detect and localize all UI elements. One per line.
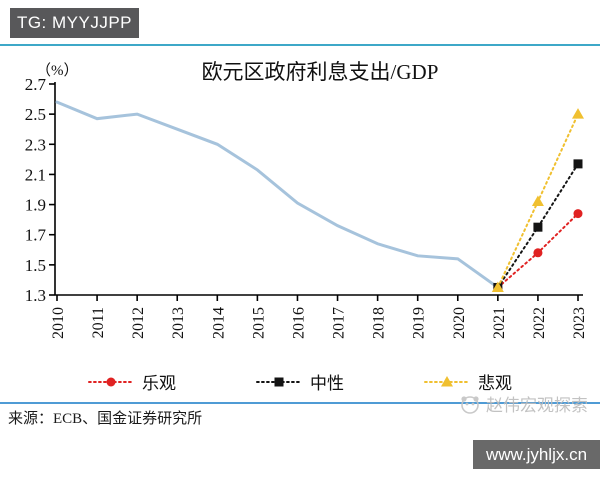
legend-label-neutral: 中性 bbox=[310, 374, 344, 393]
legend-marker-optimistic-icon bbox=[88, 375, 134, 389]
chart-legend: 乐观 中性 悲观 bbox=[0, 369, 600, 394]
tg-badge-label: TG: MYYJJPP bbox=[16, 13, 133, 32]
site-url-badge[interactable]: www.jyhljx.cn bbox=[473, 440, 600, 469]
svg-text:2020: 2020 bbox=[451, 307, 468, 339]
svg-text:2023: 2023 bbox=[571, 307, 588, 339]
watermark-text: 赵伟宏观探索 bbox=[486, 396, 588, 415]
legend-item-optimistic: 乐观 bbox=[88, 369, 176, 394]
svg-text:2014: 2014 bbox=[210, 307, 227, 339]
legend-marker-neutral-icon bbox=[256, 375, 302, 389]
svg-text:2019: 2019 bbox=[411, 307, 428, 339]
svg-text:1.5: 1.5 bbox=[25, 256, 46, 275]
source-note: 来源：ECB、国金证券研究所 bbox=[8, 411, 203, 427]
svg-text:1.7: 1.7 bbox=[25, 226, 47, 245]
svg-text:1.9: 1.9 bbox=[25, 196, 46, 215]
svg-text:2015: 2015 bbox=[250, 307, 267, 339]
svg-text:1.3: 1.3 bbox=[25, 286, 46, 305]
chart-title: 欧元区政府利息支出/GDP bbox=[201, 60, 439, 84]
svg-text:2018: 2018 bbox=[371, 307, 388, 339]
legend-item-pessimistic: 悲观 bbox=[424, 369, 512, 394]
y-axis-unit-label: （%） bbox=[36, 63, 79, 79]
panda-logo-icon bbox=[461, 395, 479, 414]
svg-text:2012: 2012 bbox=[130, 307, 147, 339]
svg-text:2.1: 2.1 bbox=[25, 165, 46, 184]
bottom-divider bbox=[0, 402, 600, 404]
legend-label-optimistic: 乐观 bbox=[142, 374, 176, 393]
tg-badge: TG: MYYJJPP bbox=[10, 8, 139, 38]
svg-text:2016: 2016 bbox=[290, 307, 307, 339]
svg-text:2017: 2017 bbox=[331, 307, 348, 339]
svg-text:2013: 2013 bbox=[170, 307, 187, 339]
svg-text:2022: 2022 bbox=[531, 307, 548, 339]
legend-marker-pessimistic-icon bbox=[424, 375, 470, 389]
top-divider bbox=[0, 44, 600, 46]
legend-label-pessimistic: 悲观 bbox=[478, 374, 512, 393]
legend-item-neutral: 中性 bbox=[256, 369, 344, 394]
svg-text:2.3: 2.3 bbox=[25, 135, 46, 154]
svg-text:2011: 2011 bbox=[90, 307, 107, 338]
watermark: 赵伟宏观探索 bbox=[458, 391, 588, 416]
site-url-text: www.jyhljx.cn bbox=[485, 444, 588, 464]
svg-text:2010: 2010 bbox=[50, 307, 67, 339]
svg-text:2.5: 2.5 bbox=[25, 105, 46, 124]
svg-text:2021: 2021 bbox=[491, 307, 508, 339]
